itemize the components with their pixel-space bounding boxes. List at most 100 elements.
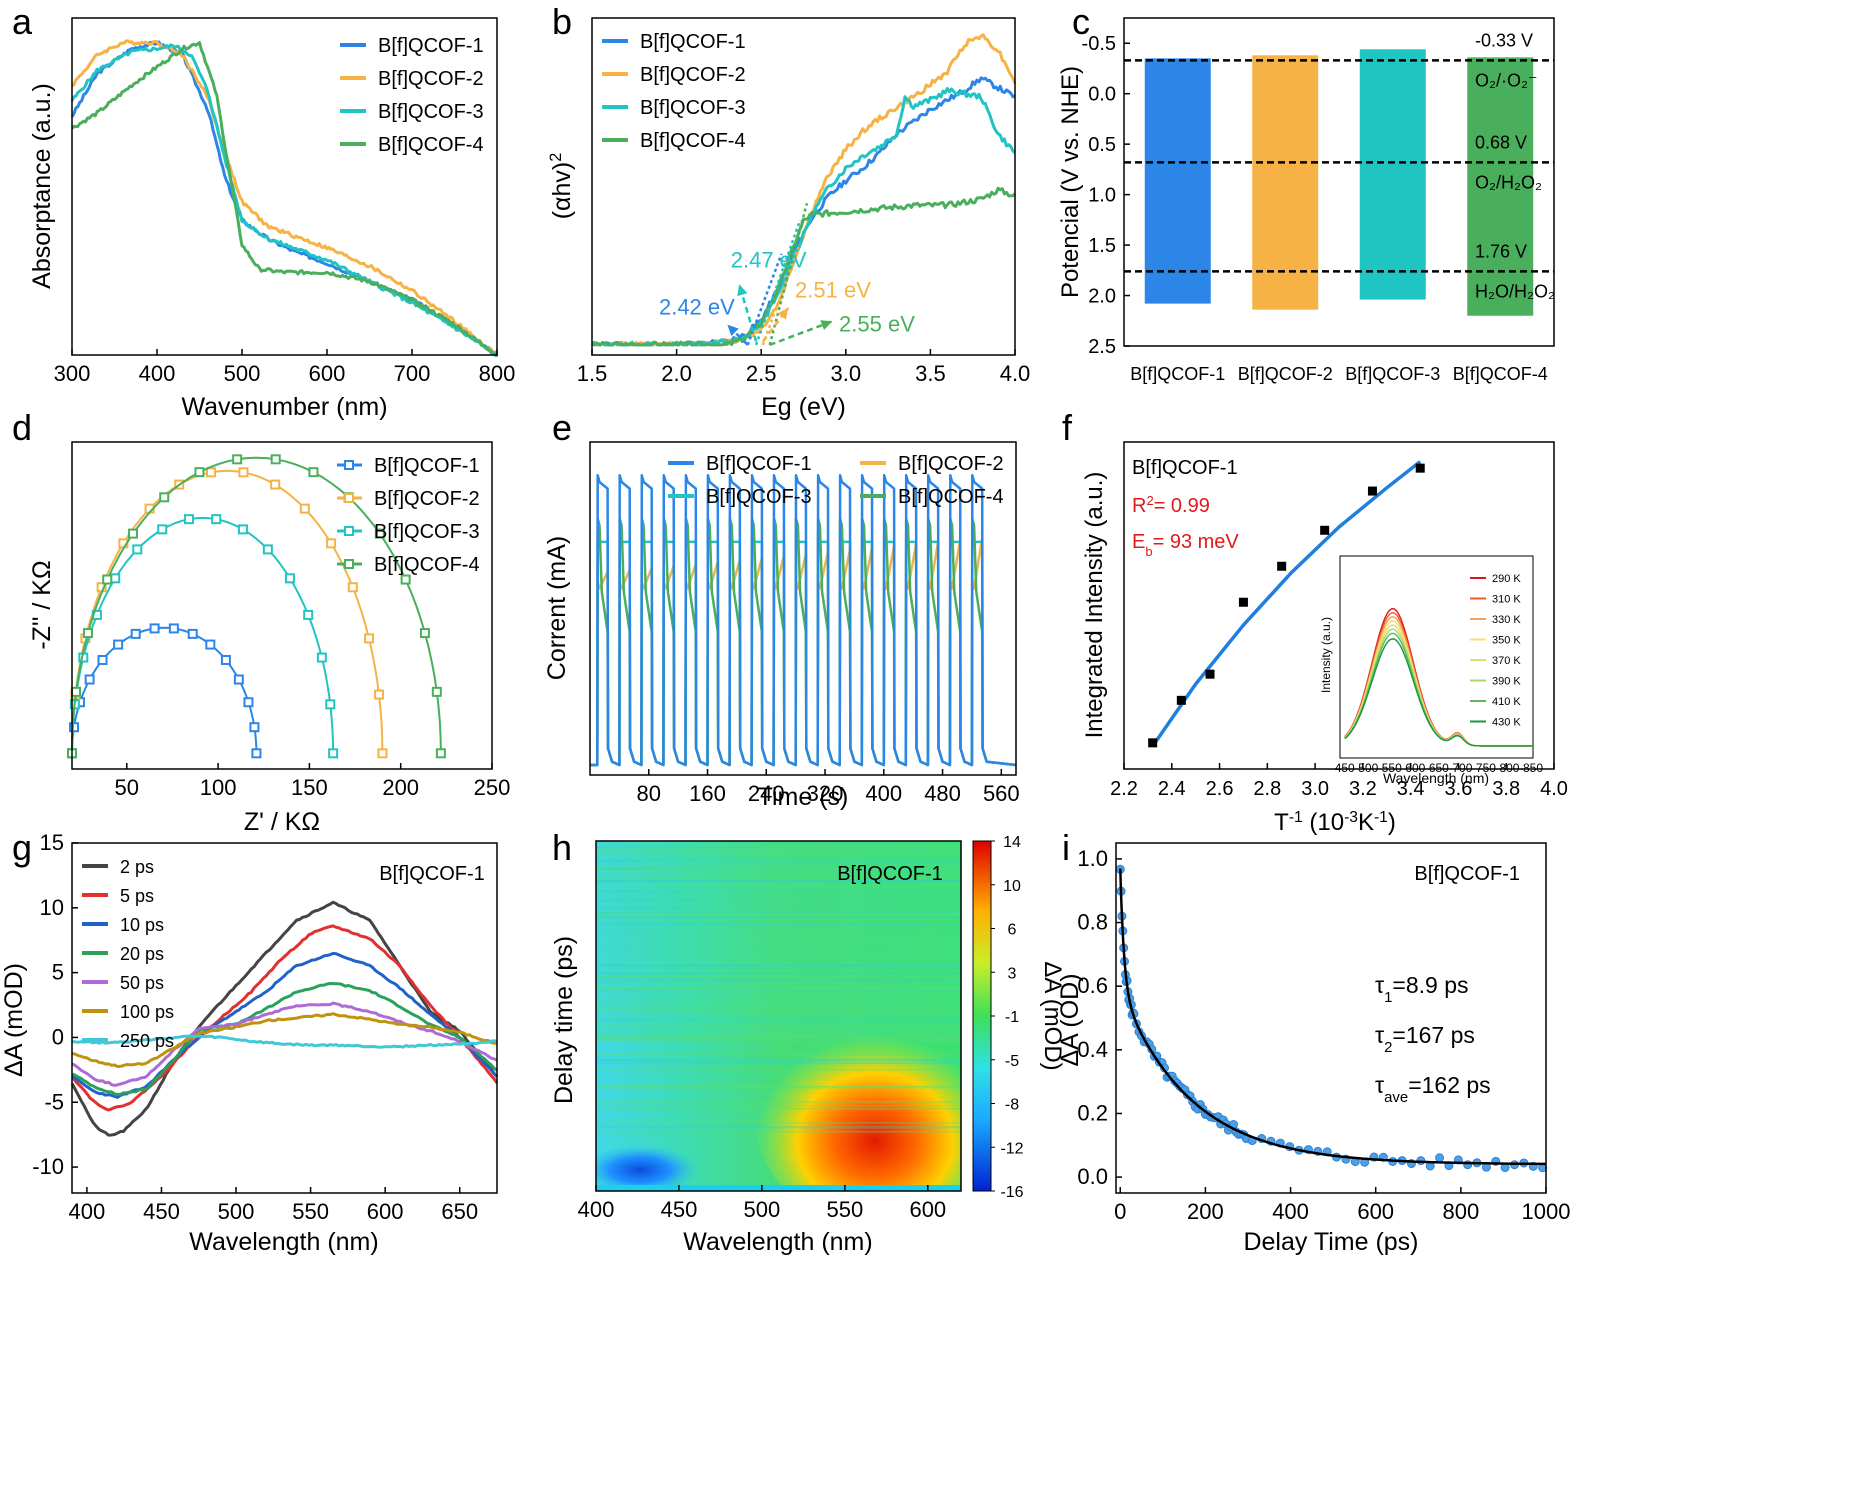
eg-arrow-4 bbox=[769, 320, 833, 347]
x-tick-label: 200 bbox=[382, 775, 419, 800]
reference-value-1: -0.33 V bbox=[1475, 30, 1533, 50]
x-axis-title: Wavelength (nm) bbox=[189, 1228, 378, 1256]
x-axis-title: Time (s) bbox=[758, 783, 849, 811]
data-point-8 bbox=[1415, 463, 1425, 473]
x-tick-label: 500 bbox=[744, 1197, 781, 1222]
chart-b-tauc: 2.42 eV 2.47 eV 2.51 eV 2.55 eV 1.5 2.0 2.5 3.0… bbox=[547, 17, 1031, 421]
x-tick-label: 550 bbox=[292, 1199, 329, 1224]
bar-1 bbox=[1144, 58, 1211, 304]
x-tick-label: 400 bbox=[1272, 1199, 1309, 1224]
nyquist-point-1 bbox=[97, 654, 108, 665]
heatmap-noise bbox=[596, 1059, 961, 1061]
nyquist-point-1 bbox=[149, 623, 160, 634]
nyquist-point-1 bbox=[243, 697, 254, 708]
inset-legend-5: 370 K bbox=[1492, 655, 1521, 667]
nyquist-point-4 bbox=[71, 686, 82, 697]
heatmap-noise bbox=[596, 1107, 961, 1110]
y-axis-title: Absorptance (a.u.) bbox=[28, 83, 56, 289]
inset-x-tick: 700 bbox=[1452, 761, 1472, 775]
heatmap-noise bbox=[596, 933, 961, 935]
legend-item-1: B[f]QCOF-1 bbox=[706, 453, 812, 475]
panel-label-a: a bbox=[12, 1, 33, 42]
x-tick-label: 3.5 bbox=[915, 361, 946, 386]
heatmap-noise bbox=[596, 1069, 961, 1071]
chart-c-band-potential: -0.33 V O₂/·O₂⁻ 0.68 V O₂/H₂O₂ 1.76 V H₂O/H₂O… bbox=[1057, 17, 1555, 384]
sample-label: B[f]QCOF-1 bbox=[837, 863, 943, 885]
x-tick-label: 2.2 bbox=[1110, 778, 1138, 800]
tas-spectrum-2 bbox=[70, 924, 499, 1112]
heatmap-noise bbox=[596, 876, 961, 879]
reference-value-2: 0.68 V bbox=[1475, 132, 1527, 152]
x-tick-label: 600 bbox=[909, 1197, 946, 1222]
legend-item-1: 2 ps bbox=[120, 857, 154, 877]
heatmap-noise bbox=[596, 987, 961, 990]
heatmap-noise bbox=[596, 868, 961, 871]
nyquist-arc-1 bbox=[71, 626, 258, 754]
tas-spectrum-1 bbox=[70, 900, 499, 1137]
tau1-label: τ1=8.9 ps bbox=[1375, 972, 1469, 1006]
r2-label: R2= 0.99 bbox=[1132, 493, 1210, 518]
legend-item-2: B[f]QCOF-2 bbox=[640, 64, 746, 86]
tangent-line-3 bbox=[754, 219, 802, 346]
heatmap-noise bbox=[596, 884, 961, 886]
nyquist-point-2 bbox=[374, 689, 385, 700]
fit-curve bbox=[1151, 460, 1422, 748]
nyquist-point-1 bbox=[84, 674, 95, 685]
eg-annotation-1: 2.42 eV bbox=[659, 295, 735, 320]
bar-4 bbox=[1467, 57, 1534, 316]
nyquist-point-1 bbox=[220, 654, 231, 665]
legend-item-2: B[f]QCOF-2 bbox=[898, 453, 1004, 475]
x-tick-label: 1000 bbox=[1522, 1199, 1571, 1224]
legend-item-2: 5 ps bbox=[120, 886, 154, 906]
legend-item-3: B[f]QCOF-3 bbox=[374, 521, 480, 543]
x-tick-label: 4.0 bbox=[1000, 361, 1031, 386]
tangent-line-4 bbox=[768, 202, 809, 346]
panel-label-d: d bbox=[12, 407, 32, 448]
nyquist-point-1 bbox=[187, 628, 198, 639]
nyquist-point-4 bbox=[374, 528, 385, 539]
nyquist-arc-3 bbox=[71, 516, 335, 754]
nyquist-point-2 bbox=[377, 748, 388, 759]
legend-item-3: B[f]QCOF-3 bbox=[706, 486, 812, 508]
heatmap-noise bbox=[596, 1130, 961, 1133]
nyquist-point-4 bbox=[431, 686, 442, 697]
nyquist-point-3 bbox=[303, 609, 314, 620]
heatmap-noise bbox=[596, 1052, 961, 1056]
inset-x-tick: 550 bbox=[1382, 761, 1402, 775]
colorbar-tick-label: -8 bbox=[1005, 1097, 1019, 1114]
x-tick-label: 3.2 bbox=[1349, 778, 1377, 800]
series-line-4 bbox=[591, 186, 1017, 347]
inset-x-tick: 450 bbox=[1335, 761, 1355, 775]
plot-frame bbox=[71, 842, 498, 1194]
nyquist-point-2 bbox=[238, 467, 249, 478]
eb-label: Eb= 93 meV bbox=[1132, 531, 1239, 559]
nyquist-point-3 bbox=[132, 544, 143, 555]
nyquist-point-3 bbox=[328, 748, 339, 759]
legend-item-2: B[f]QCOF-2 bbox=[374, 488, 480, 510]
x-tick-label: 400 bbox=[139, 361, 176, 386]
nyquist-point-4 bbox=[308, 467, 319, 478]
colorbar-tick-label: 3 bbox=[1008, 965, 1017, 982]
plot-frame bbox=[589, 441, 1017, 776]
heatmap-upper-band bbox=[596, 841, 961, 1041]
nyquist-point-4 bbox=[159, 492, 170, 503]
y-axis-title: ΔA (mOD) bbox=[0, 963, 28, 1077]
x-tick-label: 600 bbox=[309, 361, 346, 386]
heatmap-noise bbox=[596, 988, 961, 991]
y-tick-label: 0 bbox=[52, 1024, 64, 1049]
nyquist-point-3 bbox=[316, 652, 327, 663]
heatmap-noise bbox=[596, 913, 961, 916]
inset-legend-6: 390 K bbox=[1492, 676, 1521, 688]
inset-legend-2: 310 K bbox=[1492, 594, 1521, 606]
sample-label: B[f]QCOF-1 bbox=[379, 863, 485, 885]
heatmap-cold-region bbox=[596, 1144, 700, 1191]
x-axis-title: Wavelength (nm) bbox=[683, 1228, 872, 1256]
heatmap-noise bbox=[596, 868, 961, 870]
heatmap-noise bbox=[596, 847, 961, 850]
x-tick-label: 450 bbox=[661, 1197, 698, 1222]
inset-frame bbox=[1339, 555, 1534, 759]
heatmap-noise bbox=[596, 1003, 961, 1006]
x-tick-label: 700 bbox=[394, 361, 431, 386]
series-line-4 bbox=[70, 41, 499, 358]
